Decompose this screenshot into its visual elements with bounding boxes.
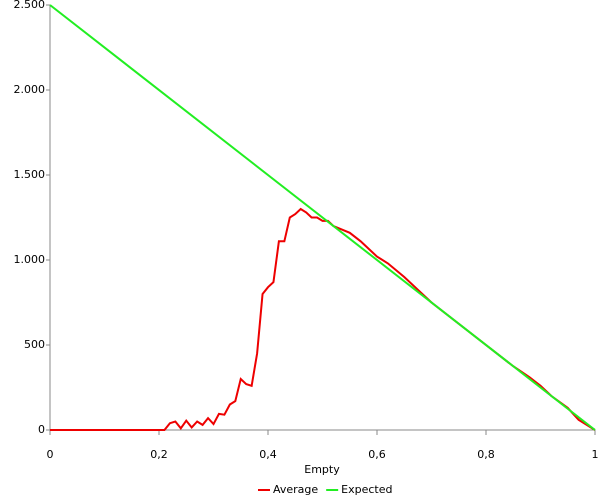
x-tick-label: 0,6 (368, 448, 386, 461)
line-series (50, 207, 596, 431)
y-tick-label: 2.500 (14, 0, 46, 11)
y-tick-label: 0 (38, 423, 45, 436)
legend-label: Average (273, 483, 318, 496)
x-tick-label: 1 (592, 448, 599, 461)
line-series (49, 4, 596, 431)
x-axis-label: Empty (304, 463, 340, 476)
y-tick-label: 2.000 (14, 83, 46, 96)
x-tick-label: 0,8 (477, 448, 495, 461)
y-tick-label: 500 (24, 338, 45, 351)
x-tick-label: 0,4 (259, 448, 277, 461)
y-tick-label: 1.500 (14, 168, 46, 181)
x-tick-label: 0,2 (150, 448, 168, 461)
legend-label: Expected (341, 483, 392, 496)
y-tick-label: 1.000 (14, 253, 46, 266)
x-tick-label: 0 (47, 448, 54, 461)
